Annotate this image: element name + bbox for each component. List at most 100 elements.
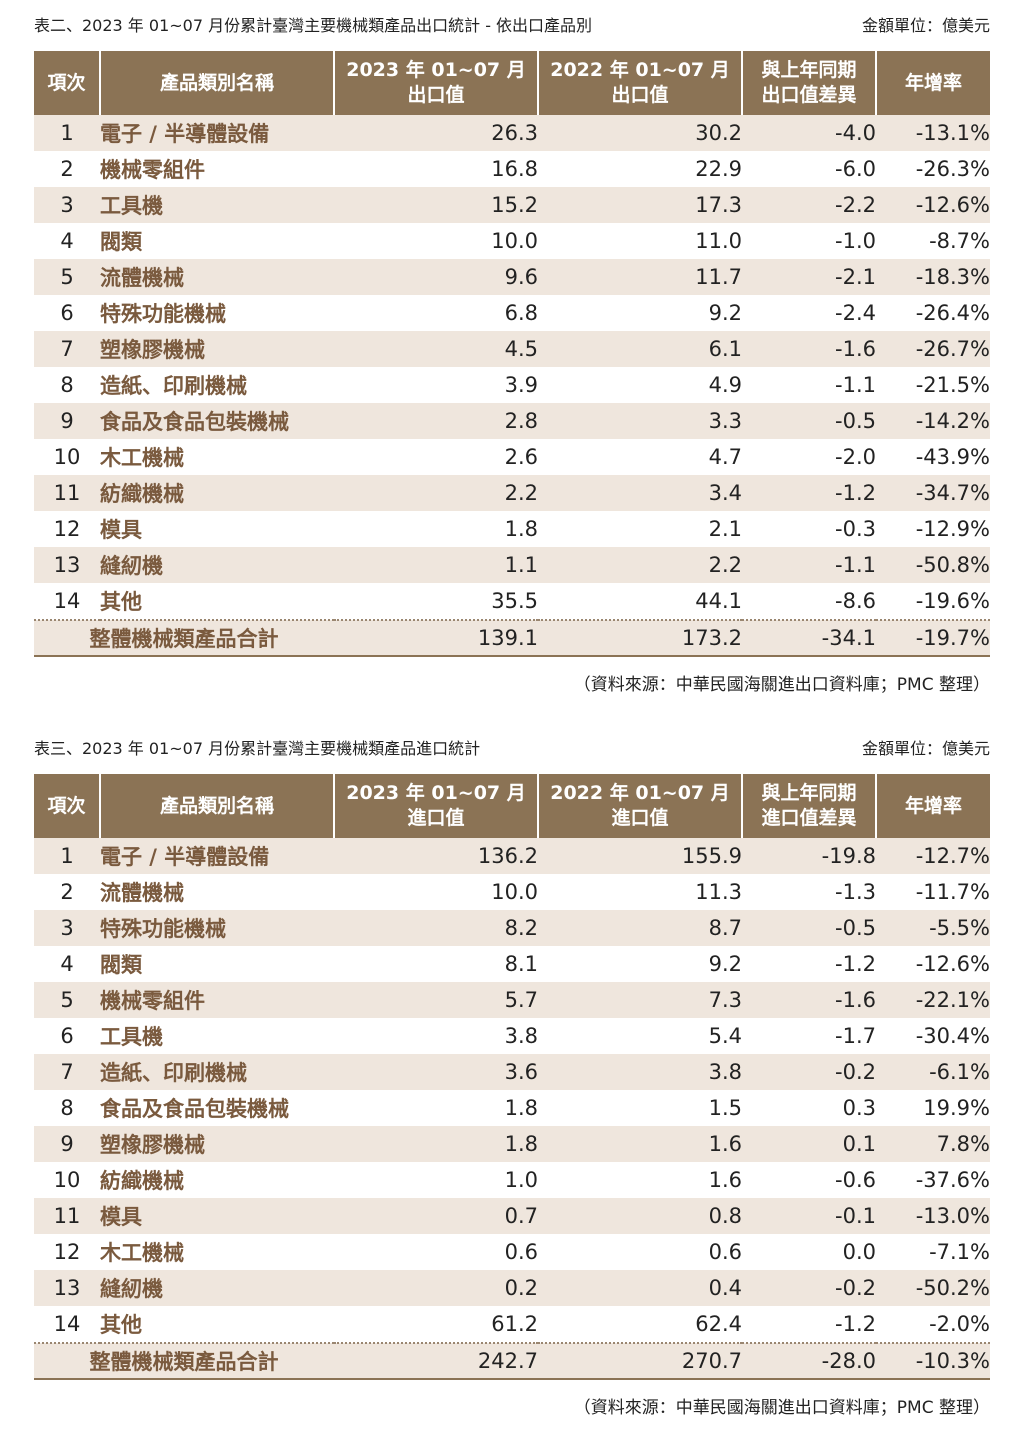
row-product-name: 工具機	[100, 187, 334, 223]
row-value-2022: 3.4	[538, 475, 742, 511]
row-value-2023: 3.8	[334, 1018, 538, 1054]
import-section: 表三、2023 年 01~07 月份累計臺灣主要機械類產品進口統計 金額單位：億…	[34, 735, 990, 1418]
row-diff: -0.1	[742, 1198, 876, 1234]
row-product-name: 特殊功能機械	[100, 295, 334, 331]
row-index: 12	[34, 511, 100, 547]
row-value-2023: 3.9	[334, 367, 538, 403]
row-value-2023: 2.2	[334, 475, 538, 511]
row-value-2022: 6.1	[538, 331, 742, 367]
row-growth: -19.6%	[876, 583, 990, 620]
row-growth: -30.4%	[876, 1018, 990, 1054]
row-growth: -22.1%	[876, 982, 990, 1018]
row-diff: 0.1	[742, 1126, 876, 1162]
row-index: 13	[34, 1270, 100, 1306]
row-value-2022: 11.7	[538, 259, 742, 295]
row-product-name: 工具機	[100, 1018, 334, 1054]
table-row: 8 造紙、印刷機械 3.9 4.9 -1.1 -21.5%	[34, 367, 990, 403]
export-table-caption: 表二、2023 年 01~07 月份累計臺灣主要機械類產品出口統計 - 依出口產…	[34, 16, 593, 35]
row-value-2022: 4.7	[538, 439, 742, 475]
row-product-name: 模具	[100, 1198, 334, 1234]
table-row: 14 其他 61.2 62.4 -1.2 -2.0%	[34, 1306, 990, 1343]
row-value-2022: 1.6	[538, 1126, 742, 1162]
header-growth: 年增率	[876, 774, 990, 838]
table-row: 7 塑橡膠機械 4.5 6.1 -1.6 -26.7%	[34, 331, 990, 367]
row-diff: -1.2	[742, 475, 876, 511]
header-2022-import: 2022 年 01~07 月進口值	[538, 774, 743, 838]
row-value-2022: 0.6	[538, 1234, 742, 1270]
row-index: 3	[34, 187, 100, 223]
row-diff: -8.6	[742, 583, 876, 620]
row-value-2023: 0.2	[334, 1270, 538, 1306]
import-source-note: （資料來源：中華民國海關進出口資料庫；PMC 整理）	[573, 1398, 990, 1418]
table-row: 11 紡織機械 2.2 3.4 -1.2 -34.7%	[34, 475, 990, 511]
row-value-2022: 22.9	[538, 151, 742, 187]
row-product-name: 食品及食品包裝機械	[100, 403, 334, 439]
header-2022-export: 2022 年 01~07 月出口值	[538, 51, 743, 115]
row-diff: -0.5	[742, 910, 876, 946]
row-diff: 0.0	[742, 1234, 876, 1270]
row-product-name: 閥類	[100, 223, 334, 259]
table-row: 14 其他 35.5 44.1 -8.6 -19.6%	[34, 583, 990, 620]
export-source-note: （資料來源：中華民國海關進出口資料庫；PMC 整理）	[573, 675, 990, 695]
row-product-name: 模具	[100, 511, 334, 547]
row-value-2022: 9.2	[538, 295, 742, 331]
row-growth: 7.8%	[876, 1126, 990, 1162]
row-index: 6	[34, 295, 100, 331]
total-2023: 242.7	[334, 1342, 538, 1380]
row-diff: -1.7	[742, 1018, 876, 1054]
row-growth: -50.8%	[876, 547, 990, 583]
table-row: 10 木工機械 2.6 4.7 -2.0 -43.9%	[34, 439, 990, 475]
row-diff: -1.1	[742, 367, 876, 403]
row-product-name: 木工機械	[100, 439, 334, 475]
row-product-name: 電子 / 半導體設備	[100, 838, 334, 874]
header-diff: 與上年同期 出口值差異	[742, 51, 877, 115]
row-diff: -2.0	[742, 439, 876, 475]
export-table-body: 1 電子 / 半導體設備 26.3 30.2 -4.0 -13.1% 2 機械零組件 16.8 2…	[34, 115, 990, 620]
table-row: 12 木工機械 0.6 0.6 0.0 -7.1%	[34, 1234, 990, 1270]
total-2023: 139.1	[334, 619, 538, 657]
row-diff: -4.0	[742, 115, 876, 151]
row-index: 1	[34, 115, 100, 151]
row-index: 9	[34, 1126, 100, 1162]
row-product-name: 縫紉機	[100, 547, 334, 583]
row-growth: -12.7%	[876, 838, 990, 874]
row-product-name: 食品及食品包裝機械	[100, 1090, 334, 1126]
row-value-2023: 9.6	[334, 259, 538, 295]
row-growth: 19.9%	[876, 1090, 990, 1126]
table-row: 5 機械零組件 5.7 7.3 -1.6 -22.1%	[34, 982, 990, 1018]
row-value-2023: 2.6	[334, 439, 538, 475]
row-index: 8	[34, 1090, 100, 1126]
total-label: 整體機械類產品合計	[34, 1342, 334, 1380]
export-section: 表二、2023 年 01~07 月份累計臺灣主要機械類產品出口統計 - 依出口產…	[34, 12, 990, 695]
row-value-2023: 0.6	[334, 1234, 538, 1270]
row-value-2023: 136.2	[334, 838, 538, 874]
export-caption-row: 表二、2023 年 01~07 月份累計臺灣主要機械類產品出口統計 - 依出口產…	[34, 12, 990, 38]
row-growth: -14.2%	[876, 403, 990, 439]
row-value-2022: 1.5	[538, 1090, 742, 1126]
row-growth: -5.5%	[876, 910, 990, 946]
row-index: 2	[34, 874, 100, 910]
row-growth: -12.6%	[876, 946, 990, 982]
row-product-name: 塑橡膠機械	[100, 1126, 334, 1162]
total-diff: -34.1	[742, 619, 876, 657]
row-value-2023: 8.1	[334, 946, 538, 982]
row-growth: -11.7%	[876, 874, 990, 910]
import-table-body: 1 電子 / 半導體設備 136.2 155.9 -19.8 -12.7% 2 流體機械 10.…	[34, 838, 990, 1343]
row-value-2023: 0.7	[334, 1198, 538, 1234]
row-value-2022: 2.1	[538, 511, 742, 547]
row-growth: -34.7%	[876, 475, 990, 511]
header-index: 項次	[34, 51, 101, 115]
row-value-2022: 62.4	[538, 1306, 742, 1343]
row-value-2023: 4.5	[334, 331, 538, 367]
row-diff: -1.3	[742, 874, 876, 910]
import-total-row: 整體機械類產品合計 242.7 270.7 -28.0 -10.3%	[34, 1342, 990, 1380]
row-diff: -19.8	[742, 838, 876, 874]
import-unit-label: 金額單位：億美元	[861, 739, 990, 758]
row-product-name: 流體機械	[100, 259, 334, 295]
row-value-2023: 5.7	[334, 982, 538, 1018]
header-name: 產品類別名稱	[100, 774, 335, 838]
row-product-name: 其他	[100, 583, 334, 620]
row-diff: -1.0	[742, 223, 876, 259]
row-diff: -1.6	[742, 331, 876, 367]
row-diff: -1.1	[742, 547, 876, 583]
